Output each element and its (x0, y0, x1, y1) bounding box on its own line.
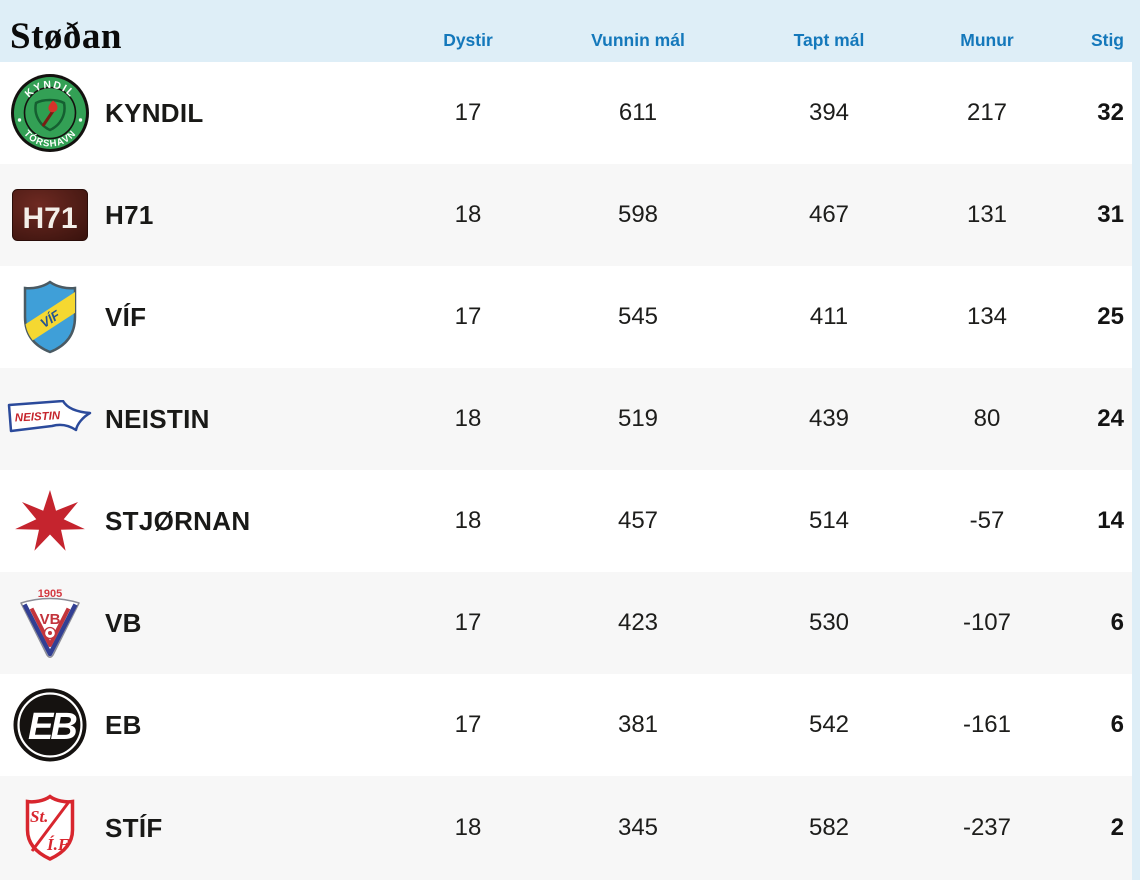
stat-vunnin-mal: 423 (617, 609, 659, 636)
team-logo-cell: NEISTIN (0, 368, 100, 470)
team-row: STJØRNAN 18 457 514 -57 14 (0, 470, 1132, 572)
stat-vunnin-mal: 545 (617, 303, 659, 330)
team-row: VÍF VÍF 17 545 411 134 25 (0, 266, 1132, 368)
stat-munur: -107 (962, 609, 1012, 636)
kyndil-crest-icon: KYNDIL TÓRSHAVN (11, 74, 89, 152)
vif-crest-icon: VÍF (23, 280, 77, 354)
team-name: STÍF (105, 812, 163, 843)
team-logo-cell: St. Í.F (0, 776, 100, 880)
stif-crest-icon: St. Í.F (25, 794, 75, 861)
stat-dystir: 17 (454, 711, 482, 738)
stat-dystir: 18 (454, 814, 482, 841)
h71-crest-text: H71 (22, 202, 77, 235)
team-logo-cell: H71 (0, 164, 100, 266)
stat-tapt-mal: 411 (809, 303, 849, 330)
page-title: Støðan (10, 16, 122, 58)
stat-munur: -161 (962, 711, 1012, 738)
stat-vunnin-mal: 611 (618, 99, 658, 126)
stat-dystir: 18 (454, 405, 482, 432)
team-row: NEISTIN NEISTIN 18 519 439 80 24 (0, 368, 1132, 470)
team-name: EB (105, 709, 142, 740)
stat-tapt-mal: 439 (808, 405, 850, 432)
team-row: KYNDIL TÓRSHAVN KYNDIL 17 611 394 217 32 (0, 62, 1132, 164)
stat-munur: 134 (966, 303, 1008, 330)
stif-crest-bottom-text: Í.F (46, 835, 70, 854)
stat-dystir: 17 (454, 99, 482, 126)
table-body: KYNDIL TÓRSHAVN KYNDIL 17 611 394 217 32 (0, 62, 1140, 880)
stat-stig: 31 (1097, 201, 1124, 228)
h71-crest-icon: H71 (12, 189, 88, 241)
team-logo-cell: EB (0, 674, 100, 776)
team-row: St. Í.F STÍF 18 345 582 -237 2 (0, 776, 1132, 880)
team-logo-cell: KYNDIL TÓRSHAVN (0, 62, 100, 164)
stat-stig: 2 (1110, 814, 1124, 841)
vb-crest-year: 1905 (38, 588, 62, 600)
stat-tapt-mal: 530 (808, 609, 850, 636)
team-logo-cell: VÍF (0, 266, 100, 368)
stat-tapt-mal: 394 (808, 99, 850, 126)
stat-dystir: 17 (454, 609, 482, 636)
stat-vunnin-mal: 519 (617, 405, 659, 432)
stat-munur: -237 (962, 814, 1012, 841)
stat-munur: -57 (969, 507, 1005, 534)
column-header-vunnin-mal: Vunnin mál (591, 30, 685, 50)
team-name: VB (105, 607, 142, 638)
column-header-tapt-mal: Tapt mál (793, 30, 865, 50)
stat-stig: 6 (1110, 711, 1124, 738)
table-header: Støðan Dystir Vunnin mál Tapt mál Munur … (0, 0, 1132, 62)
stat-tapt-mal: 514 (808, 507, 850, 534)
team-name: H71 (105, 199, 154, 230)
column-header-munur: Munur (960, 30, 1014, 50)
stat-stig: 25 (1097, 303, 1124, 330)
team-name: KYNDIL (105, 97, 204, 128)
stat-vunnin-mal: 381 (617, 711, 659, 738)
stat-stig: 24 (1097, 405, 1124, 432)
team-logo-cell (0, 470, 100, 572)
team-name: STJØRNAN (105, 505, 251, 536)
stat-dystir: 18 (454, 201, 482, 228)
stat-munur: 131 (966, 201, 1008, 228)
stat-stig: 32 (1097, 99, 1124, 126)
vb-crest-icon: 1905 VB (20, 588, 80, 658)
team-name: NEISTIN (105, 403, 210, 434)
stat-munur: 80 (973, 405, 1001, 432)
eb-crest-text: EB (28, 706, 77, 748)
stat-tapt-mal: 542 (808, 711, 850, 738)
vb-crest-text: VB (40, 611, 61, 628)
stat-vunnin-mal: 345 (617, 814, 659, 841)
column-header-stig: Stig (1090, 30, 1124, 50)
stat-munur: 217 (966, 99, 1008, 126)
stat-stig: 14 (1097, 507, 1124, 534)
stat-dystir: 17 (454, 303, 482, 330)
stat-vunnin-mal: 598 (617, 201, 659, 228)
eb-crest-icon: EB (13, 688, 87, 762)
team-row: 1905 VB VB 17 423 530 -107 6 (0, 572, 1132, 674)
team-logo-cell: 1905 VB (0, 572, 100, 674)
stat-tapt-mal: 467 (808, 201, 850, 228)
neistin-crest-icon: NEISTIN (7, 400, 92, 433)
team-name: VÍF (105, 301, 147, 332)
stat-stig: 6 (1110, 609, 1124, 636)
stat-dystir: 18 (454, 507, 482, 534)
stat-vunnin-mal: 457 (617, 507, 659, 534)
stat-tapt-mal: 582 (808, 814, 850, 841)
neistin-crest-text: NEISTIN (15, 410, 62, 424)
team-row: EB EB 17 381 542 -161 6 (0, 674, 1132, 776)
team-row: H71 H71 18 598 467 131 31 (0, 164, 1132, 266)
stjornan-star-icon (15, 490, 85, 551)
stif-crest-top-text: St. (30, 807, 48, 826)
column-header-dystir: Dystir (443, 30, 493, 50)
